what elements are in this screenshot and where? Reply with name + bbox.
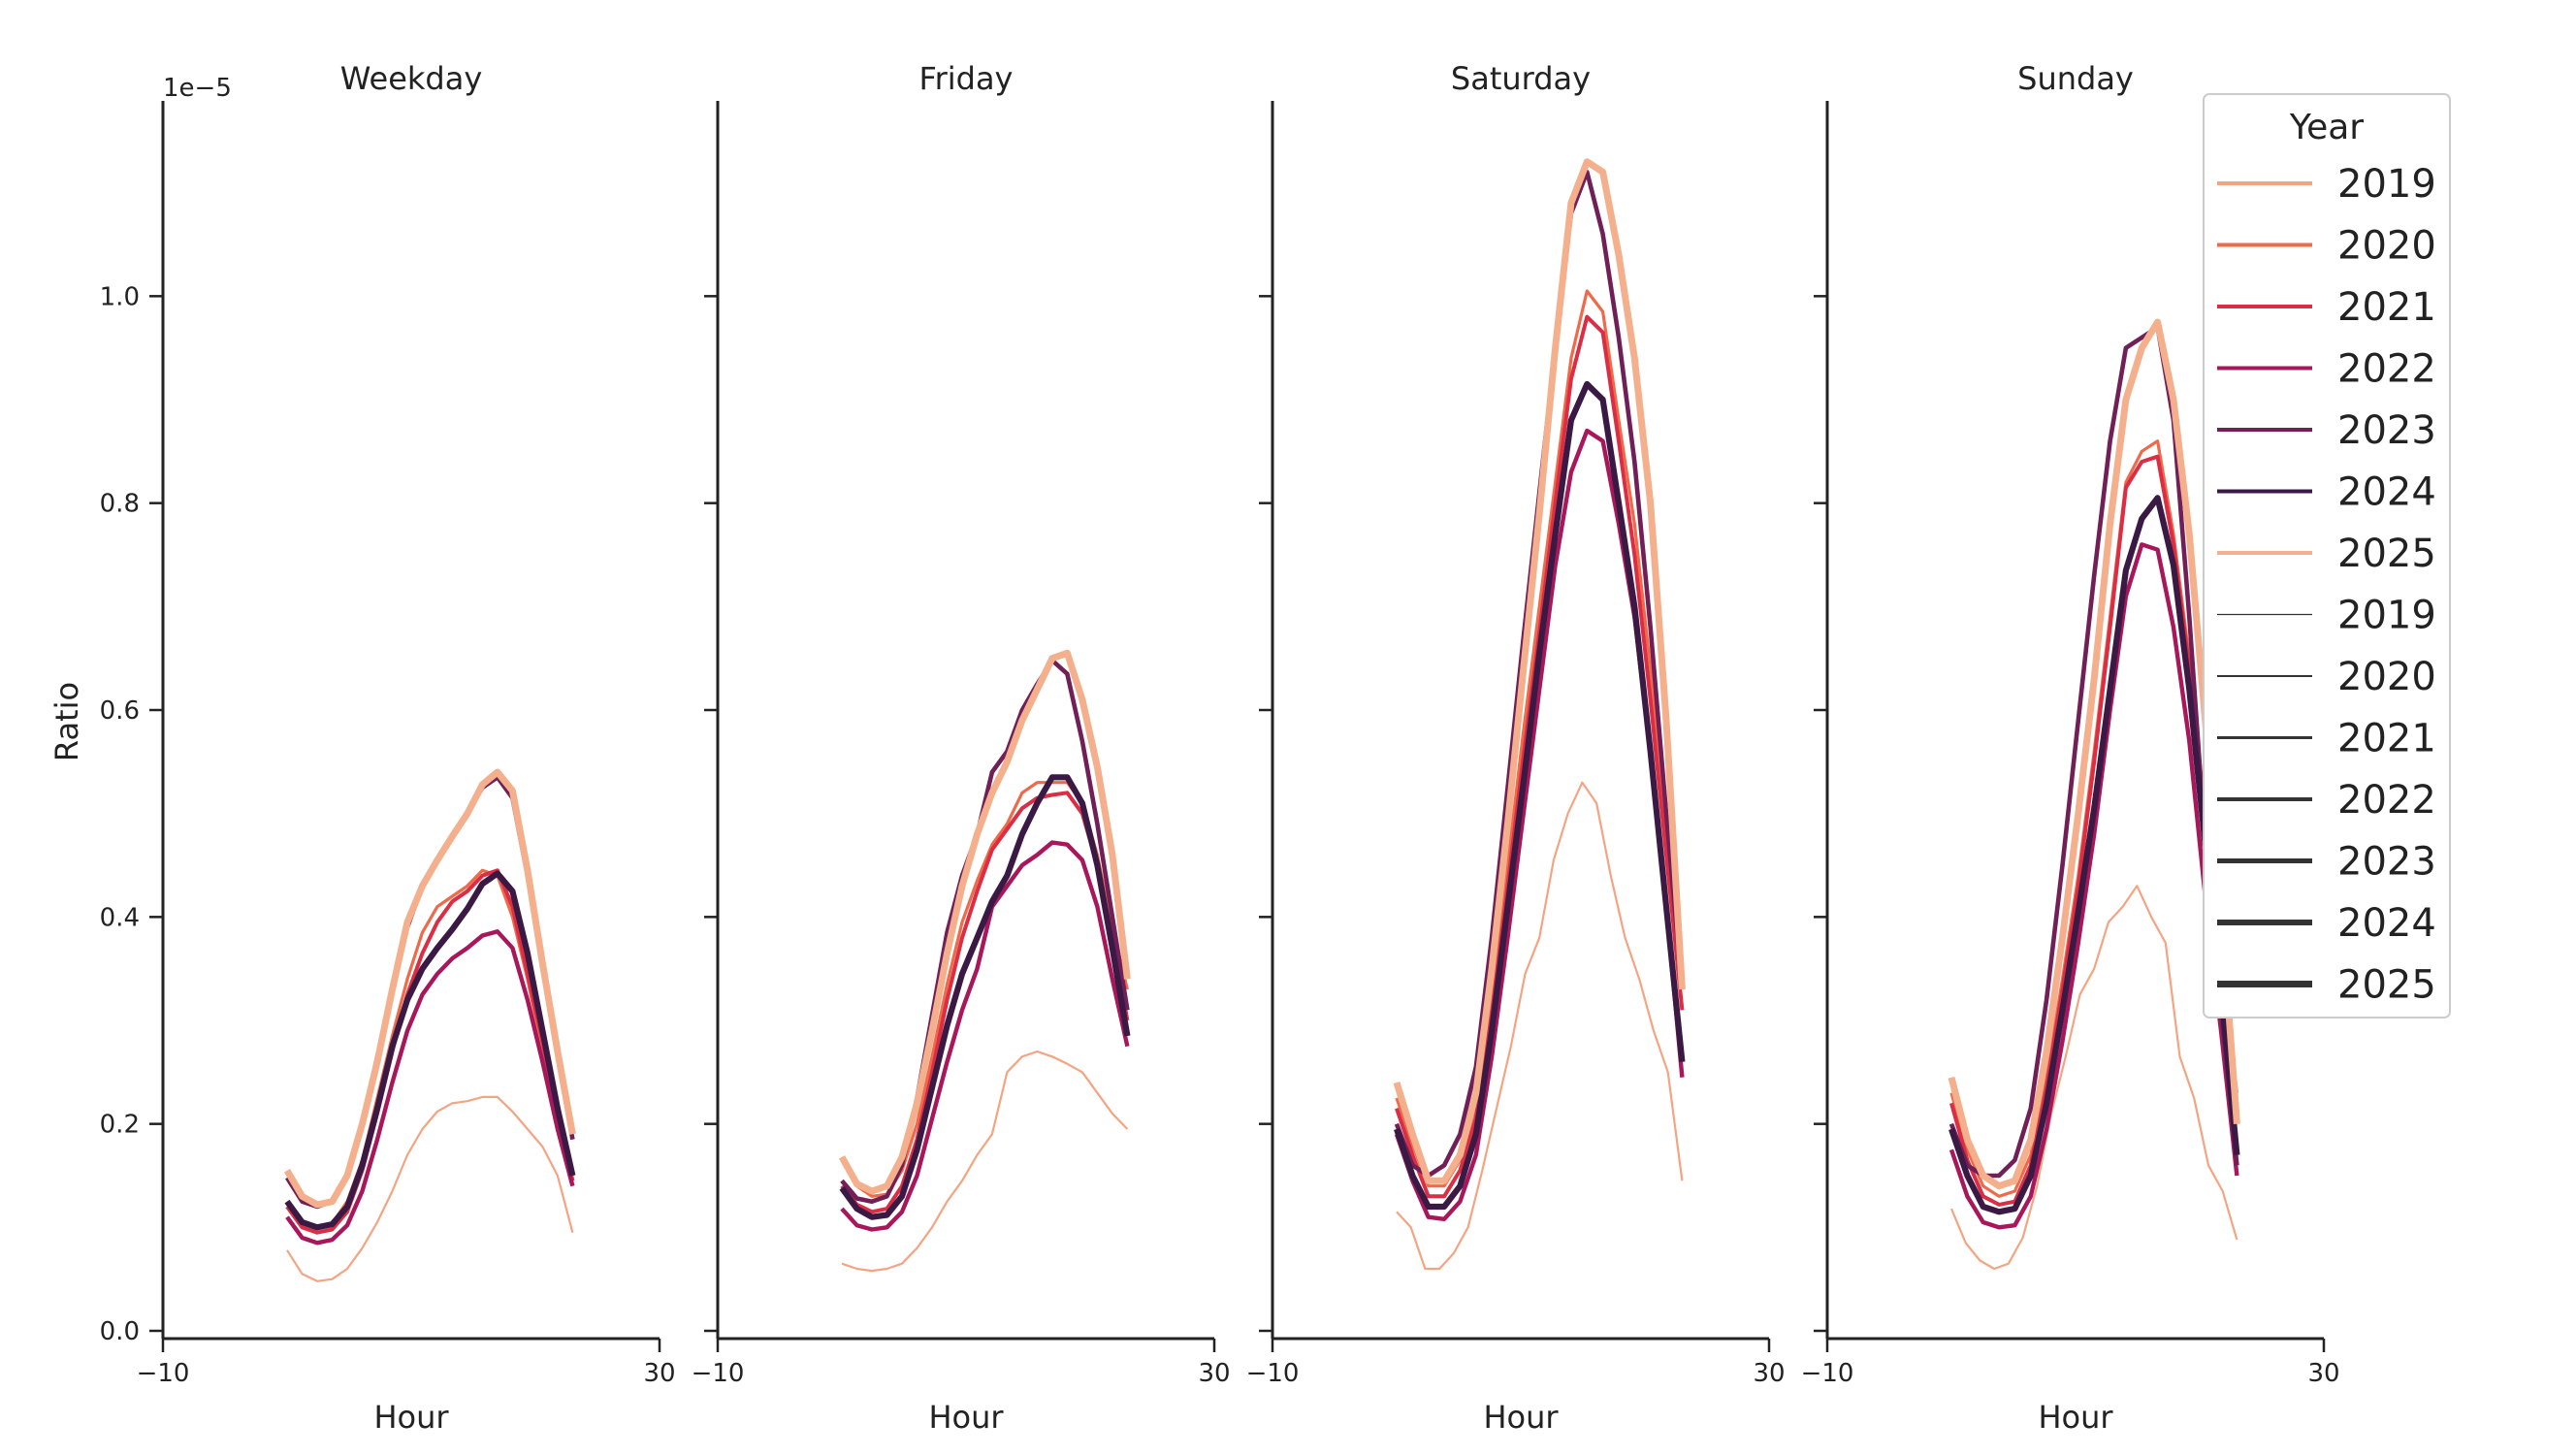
- series-line-2022: [1948, 542, 2239, 1230]
- series-line-2021: [285, 868, 575, 1235]
- panel-title: Friday: [919, 60, 1014, 97]
- y-axis-title: Ratio: [48, 682, 85, 761]
- legend-box: [2203, 93, 2451, 1018]
- series-line-2022: [1394, 428, 1685, 1222]
- series-line-2019: [1949, 885, 2238, 1271]
- legend-label: 2019: [2337, 594, 2436, 638]
- series-line-2019: [841, 1050, 1129, 1273]
- legend-title: Year: [2289, 108, 2364, 147]
- y-tick-label: 1.0: [100, 282, 140, 311]
- legend-label: 2025: [2337, 532, 2436, 576]
- y-tick-label: 0.8: [100, 490, 140, 519]
- x-tick-label: −10: [692, 1359, 745, 1388]
- series-line-2025: [283, 768, 576, 1209]
- x-tick-label: −10: [1246, 1359, 1300, 1388]
- series-line-2019: [1396, 781, 1684, 1271]
- series-line-2021: [840, 791, 1130, 1214]
- series-line-2025: [1948, 318, 2240, 1190]
- series-line-2023: [1948, 324, 2239, 1179]
- x-axis-title: Hour: [928, 1399, 1004, 1436]
- y-tick-label: 0.2: [100, 1111, 140, 1140]
- legend-label: 2020: [2337, 224, 2436, 269]
- legend-label: 2023: [2337, 840, 2436, 885]
- x-tick-label: 30: [2307, 1359, 2339, 1388]
- series-line-2022: [840, 840, 1130, 1232]
- legend-label: 2023: [2337, 408, 2436, 453]
- series-line-2024: [1948, 495, 2240, 1215]
- panel-title: Sunday: [2017, 60, 2134, 97]
- legend-label: 2025: [2337, 963, 2436, 1008]
- series-line-2024: [839, 774, 1131, 1220]
- panel-sunday: Sunday −10 30 Hour: [1801, 60, 2340, 1436]
- y-tick-label: 0.6: [100, 696, 140, 726]
- panel-title: Weekday: [340, 60, 483, 97]
- series-line-2024: [1394, 380, 1686, 1211]
- series-line-2023: [840, 658, 1130, 1204]
- legend-label: 2021: [2337, 285, 2436, 330]
- x-tick-label: 30: [1753, 1359, 1785, 1388]
- legend-label: 2024: [2337, 901, 2436, 946]
- legend: Year 2019 2020 2021 2022 2023 2024 2025 2019 2020…: [2203, 93, 2451, 1018]
- legend-label: 2024: [2337, 470, 2436, 515]
- legend-label: 2019: [2337, 162, 2436, 207]
- x-tick-label: 30: [643, 1359, 675, 1388]
- legend-label: 2021: [2337, 717, 2436, 761]
- panel-saturday: Saturday −10 30 Hour: [1246, 60, 1786, 1436]
- series-line-2025: [1393, 158, 1686, 1184]
- panel-title: Saturday: [1451, 60, 1591, 97]
- x-axis-title: Hour: [373, 1399, 449, 1436]
- panel-friday: Friday −10 30 Hour: [692, 60, 1231, 1436]
- x-tick-label: −10: [137, 1359, 190, 1388]
- series-line-2020: [1395, 289, 1684, 1188]
- legend-label: 2022: [2337, 347, 2436, 392]
- series-line-2020: [285, 868, 574, 1229]
- series-line-2022: [285, 929, 575, 1245]
- x-axis-title: Hour: [1483, 1399, 1559, 1436]
- y-offset-text: 1e−5: [163, 74, 232, 103]
- y-tick-label: 0.4: [100, 903, 140, 932]
- series-line-2025: [838, 649, 1131, 1195]
- panel-weekday: Weekday 0.0 0.2 0.4 0.6 0.8 1.0 −10 30 Hour: [100, 60, 676, 1436]
- y-tick-label: 0.0: [100, 1317, 140, 1346]
- legend-label: 2022: [2337, 778, 2436, 823]
- series-line-2019: [286, 1095, 574, 1282]
- x-axis-title: Hour: [2038, 1399, 2113, 1436]
- series-line-2024: [284, 870, 576, 1231]
- x-tick-label: −10: [1801, 1359, 1854, 1388]
- series-line-2021: [1395, 314, 1685, 1199]
- x-tick-label: 30: [1198, 1359, 1230, 1388]
- legend-label: 2020: [2337, 655, 2436, 699]
- series-line-2020: [840, 781, 1129, 1198]
